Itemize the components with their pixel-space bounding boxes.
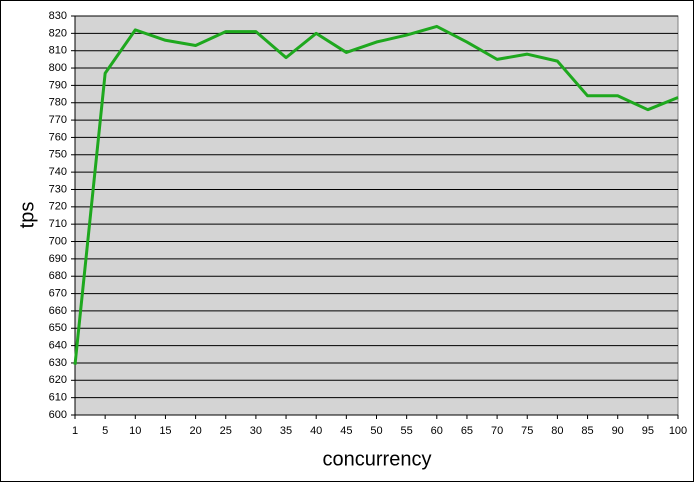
x-axis-label: concurrency (323, 448, 432, 470)
plot-background (74, 15, 679, 416)
x-tick-label: 35 (280, 425, 292, 437)
y-tick-label: 800 (49, 62, 67, 74)
y-tick-label: 790 (49, 79, 67, 91)
x-tick-label: 20 (189, 425, 201, 437)
y-tick-label: 760 (49, 131, 67, 143)
y-tick-label: 670 (49, 287, 67, 299)
x-tick-label: 55 (401, 425, 413, 437)
x-tick-label: 40 (310, 425, 322, 437)
x-tick-label: 30 (250, 425, 262, 437)
x-tick-label: 75 (521, 425, 533, 437)
y-tick-label: 640 (49, 340, 67, 352)
x-tick-label: 10 (129, 425, 141, 437)
x-tick-label: 80 (551, 425, 563, 437)
y-tick-label: 730 (49, 183, 67, 195)
y-tick-label: 610 (49, 392, 67, 404)
y-tick-label: 820 (49, 27, 67, 39)
y-tick-label: 740 (49, 166, 67, 178)
y-tick-label: 690 (49, 253, 67, 265)
x-tick-label: 85 (581, 425, 593, 437)
y-tick-label: 780 (49, 97, 67, 109)
x-tick-label: 65 (461, 425, 473, 437)
x-tick-label: 90 (612, 425, 624, 437)
y-tick-label: 600 (49, 409, 67, 421)
x-tick-label: 1 (72, 425, 78, 437)
x-tick-label: 70 (491, 425, 503, 437)
x-tick-label: 25 (220, 425, 232, 437)
y-tick-label: 810 (49, 45, 67, 57)
data-line (73, 24, 679, 365)
x-tick-label: 60 (431, 425, 443, 437)
y-tick-label: 750 (49, 149, 67, 161)
x-tick-label: 95 (642, 425, 654, 437)
y-tick-label: 680 (49, 270, 67, 282)
x-tick-label: 45 (340, 425, 352, 437)
x-tick-label: 15 (159, 425, 171, 437)
y-tick-label: 770 (49, 114, 67, 126)
y-tick-label: 830 (49, 10, 67, 22)
y-tick-label: 710 (49, 218, 67, 230)
x-tick-label: 100 (669, 425, 687, 437)
x-tick-label: 50 (370, 425, 382, 437)
y-tick-label: 660 (49, 305, 67, 317)
y-tick-label: 630 (49, 357, 67, 369)
y-axis-label: tps (16, 202, 38, 229)
y-tick-label: 620 (49, 374, 67, 386)
x-tick-label: 5 (102, 425, 108, 437)
y-tick-label: 700 (49, 235, 67, 247)
y-tick-label: 650 (49, 322, 67, 334)
y-tick-label: 720 (49, 201, 67, 213)
